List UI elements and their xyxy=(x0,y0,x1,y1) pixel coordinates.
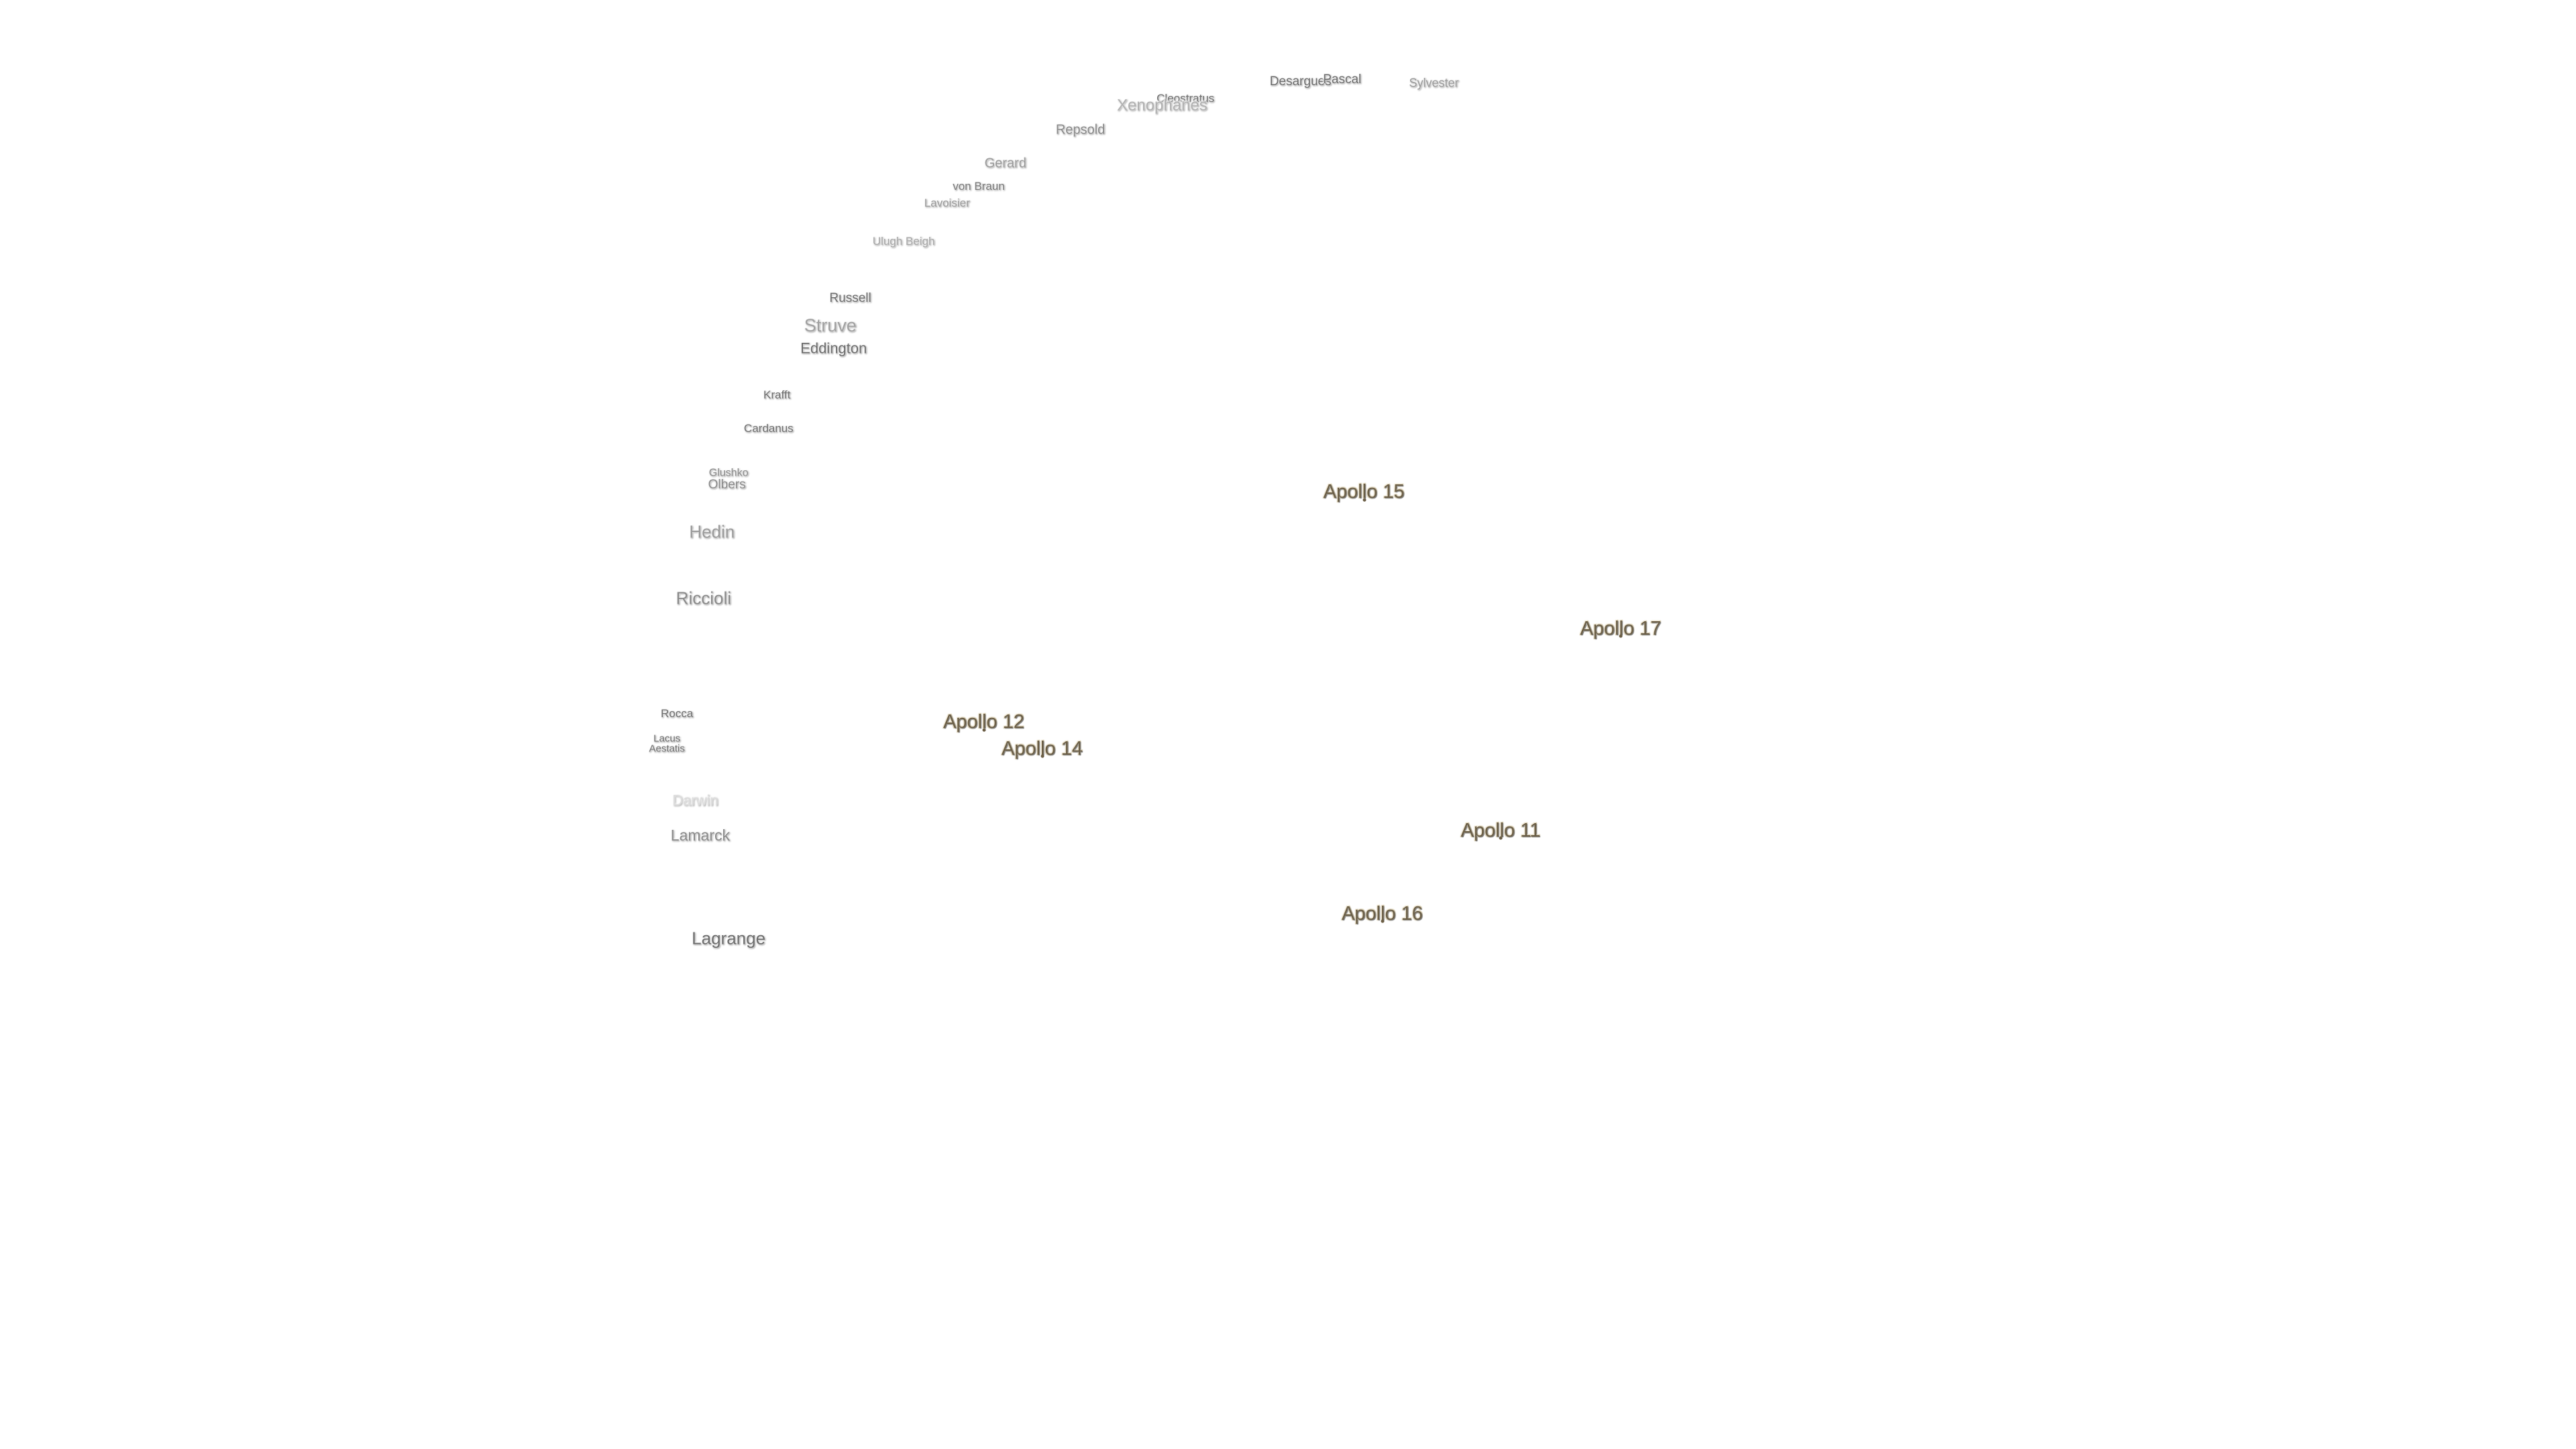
crater-label: Cleostratus xyxy=(1157,91,1215,105)
landing-site-label: Apollo 12 xyxy=(943,710,1024,733)
crater-label: Repsold xyxy=(1055,122,1106,138)
crater-label: Lagrange xyxy=(692,928,766,949)
crater-label: Lamarck xyxy=(670,826,730,845)
landing-site-label: Apollo 11 xyxy=(1460,819,1541,841)
crater-label: Gerard xyxy=(984,156,1026,171)
crater-label: Eddington xyxy=(800,339,867,357)
crater-label: Ulugh Beigh xyxy=(872,235,935,248)
crater-label: Cardanus xyxy=(743,421,794,435)
crater-label: Riccioli xyxy=(676,588,732,608)
crater-label: Krafft xyxy=(763,388,791,402)
crater-label: Xenophanes xyxy=(1116,95,1208,114)
crater-label: Olbers xyxy=(708,478,746,492)
landing-site-label: Apollo 17 xyxy=(1580,617,1662,639)
landing-site-marker xyxy=(1040,755,1044,759)
crater-label: Darwin xyxy=(672,792,718,809)
crater-label: von Braun xyxy=(953,180,1005,193)
crater-label: Sylvester xyxy=(1409,76,1459,90)
crater-label: Glushko xyxy=(708,467,749,479)
crater-label: Rocca xyxy=(660,706,694,720)
landing-site-marker xyxy=(1499,836,1503,840)
crater-label: Pascal xyxy=(1323,72,1362,87)
crater-label: Struve xyxy=(804,315,857,335)
crater-label: Russell xyxy=(829,290,871,305)
landing-site-label: Apollo 16 xyxy=(1341,902,1423,924)
crater-label: Hedin xyxy=(689,521,735,542)
landing-site-label: Apollo 14 xyxy=(1001,737,1083,759)
crater-label: Desargues xyxy=(1269,74,1332,89)
landing-site-marker xyxy=(1362,498,1366,502)
landing-site-marker xyxy=(982,728,986,732)
landing-site-label: Apollo 15 xyxy=(1323,480,1405,502)
crater-label: Lavoisier xyxy=(924,197,970,210)
crater-label: Lacus Aestatis xyxy=(649,732,685,755)
landing-site-marker xyxy=(1381,920,1385,924)
landing-site-marker xyxy=(1619,635,1623,639)
